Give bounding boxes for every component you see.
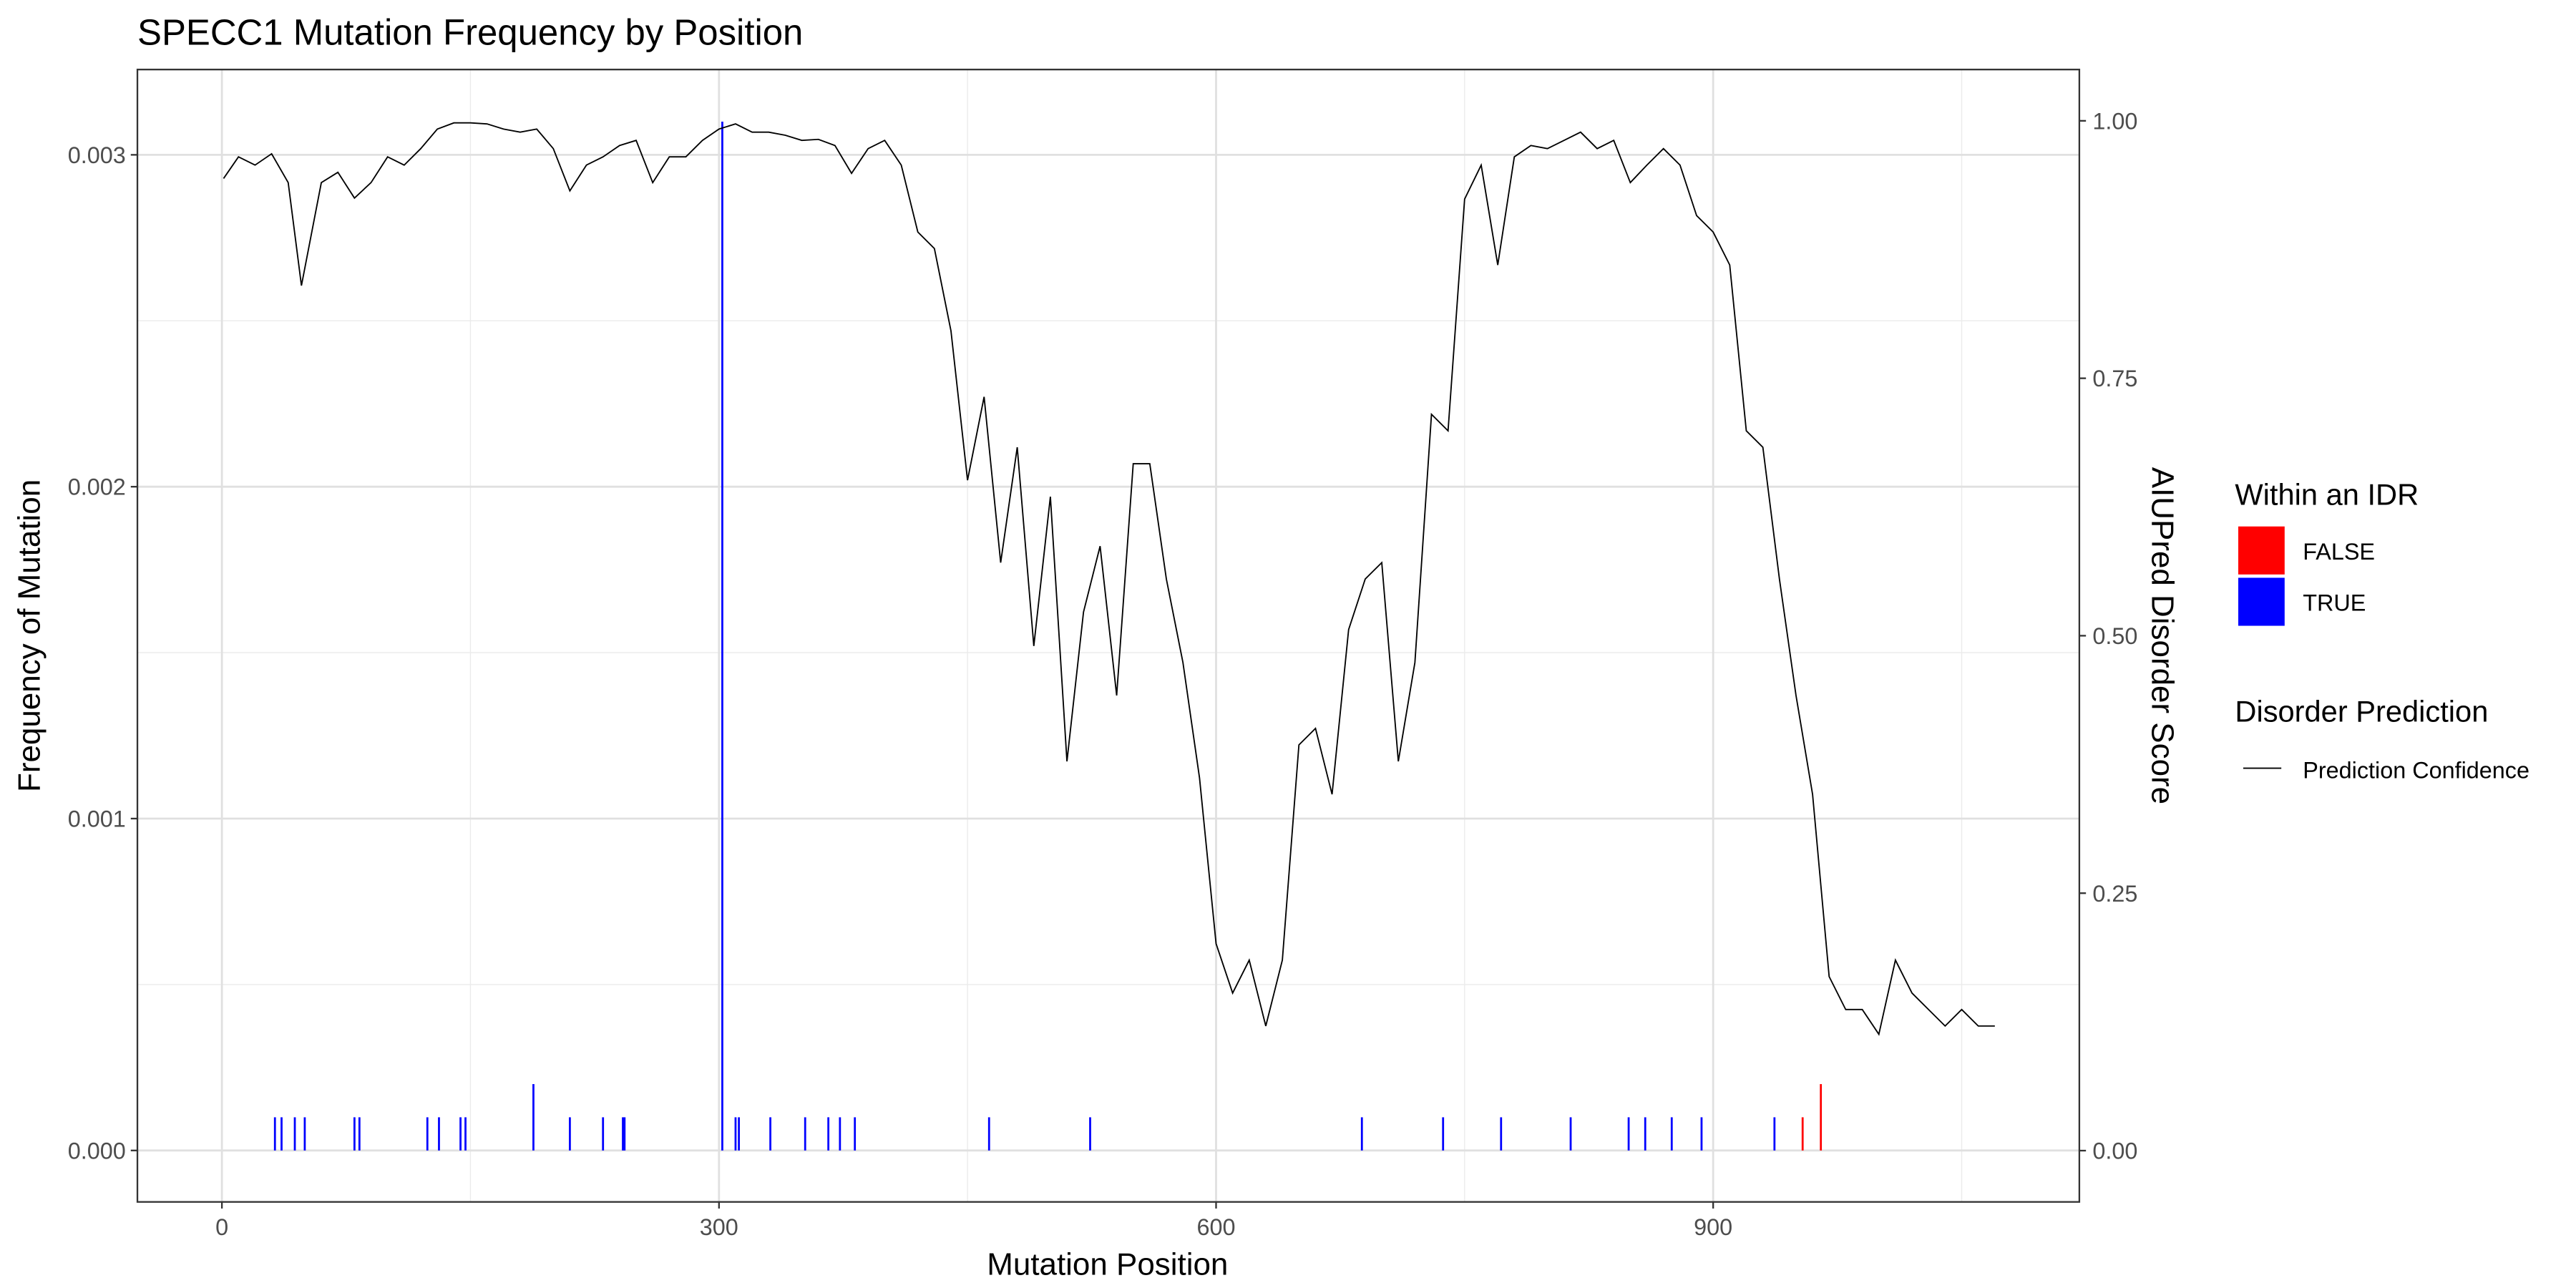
bar: [464, 1117, 467, 1151]
legend-key: [2238, 526, 2285, 575]
y-tick-label: 0.000: [68, 1138, 126, 1163]
y2-tick-label: 0.00: [2092, 1138, 2137, 1164]
bar: [303, 1117, 306, 1151]
y2-tick-label: 0.50: [2092, 623, 2137, 649]
bar: [804, 1117, 806, 1151]
bar: [738, 1117, 740, 1151]
bar: [769, 1117, 771, 1151]
bar: [1700, 1117, 1703, 1151]
bar: [827, 1117, 830, 1151]
bar: [358, 1117, 361, 1151]
bar: [1820, 1084, 1823, 1151]
bar: [1089, 1117, 1091, 1151]
bar: [532, 1084, 535, 1151]
bar: [1500, 1117, 1503, 1151]
x-tick-label: 0: [215, 1214, 228, 1240]
bar: [602, 1117, 605, 1151]
y-tick-label: 0.002: [68, 474, 126, 500]
plot-border: [136, 69, 2081, 1203]
bar: [280, 1117, 283, 1151]
bar: [1644, 1117, 1646, 1151]
bar: [1670, 1117, 1673, 1151]
y2-tick-label: 0.25: [2092, 881, 2137, 907]
y2-tick-label: 0.75: [2092, 366, 2137, 391]
bar: [987, 1117, 990, 1151]
legend-label: FALSE: [2303, 539, 2375, 565]
bar: [569, 1117, 571, 1151]
legend-key: [2238, 577, 2285, 626]
disorder-line: [223, 122, 1995, 1036]
bar: [273, 1117, 276, 1151]
bar: [459, 1117, 462, 1151]
bar: [839, 1117, 841, 1151]
x-tick-label: 300: [700, 1214, 738, 1240]
bar: [622, 1117, 624, 1151]
bar: [438, 1117, 440, 1151]
bar: [854, 1117, 857, 1151]
bar: [1801, 1117, 1804, 1151]
bar: [1442, 1117, 1445, 1151]
bar: [1627, 1117, 1630, 1151]
bar: [734, 1117, 737, 1151]
bar: [426, 1117, 429, 1151]
bar: [1773, 1117, 1776, 1151]
x-tick-label: 900: [1694, 1214, 1732, 1240]
y2-tick-label: 1.00: [2092, 108, 2137, 134]
bar: [1360, 1117, 1363, 1151]
chart-title: SPECC1 Mutation Frequency by Position: [137, 11, 803, 52]
legend-label: Prediction Confidence: [2303, 757, 2529, 783]
y-tick-label: 0.001: [68, 806, 126, 832]
bar: [623, 1117, 626, 1151]
bar: [353, 1117, 356, 1151]
legend-label: TRUE: [2303, 590, 2366, 616]
legend-title: Within an IDR: [2235, 478, 2419, 512]
bar: [293, 1117, 296, 1151]
bar: [1569, 1117, 1572, 1151]
bar: [721, 121, 723, 1151]
legend-title: Disorder Prediction: [2235, 695, 2488, 728]
x-tick-label: 600: [1196, 1214, 1235, 1240]
y2-axis-title: AIUPred Disorder Score: [2145, 467, 2180, 804]
x-axis-title: Mutation Position: [987, 1246, 1228, 1282]
y-tick-label: 0.003: [68, 142, 126, 168]
y-axis-title: Frequency of Mutation: [12, 479, 47, 792]
